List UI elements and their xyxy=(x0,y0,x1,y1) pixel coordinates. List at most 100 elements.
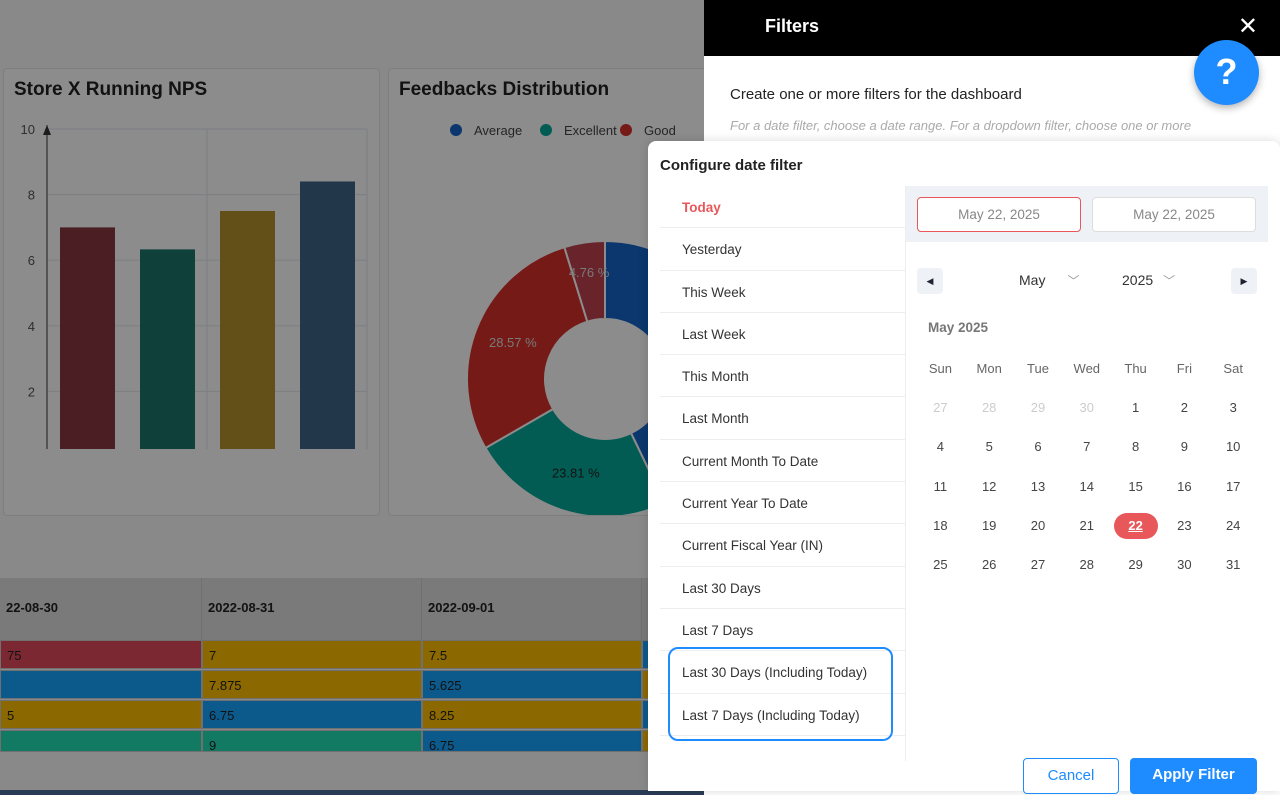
configure-date-filter-popup: Configure date filter Today Yesterday This… xyxy=(648,141,1280,791)
day-cell[interactable]: 26 xyxy=(981,556,997,572)
start-date-input[interactable]: May 22, 2025 xyxy=(917,197,1081,232)
legend-label: Good xyxy=(644,123,676,138)
table-cell: 6.75 xyxy=(422,730,642,753)
day-cell[interactable]: 30 xyxy=(1079,400,1095,416)
date-range-inputs: May 22, 2025 May 22, 2025 xyxy=(906,186,1268,242)
day-cell[interactable]: 12 xyxy=(981,478,997,494)
preset-option[interactable]: Last 30 Days (Including Today) xyxy=(660,651,905,694)
preset-option[interactable]: Last Week xyxy=(660,313,905,356)
end-date-input[interactable]: May 22, 2025 xyxy=(1092,197,1256,232)
month-value: May xyxy=(1019,272,1046,288)
weekday-label: Tue xyxy=(1027,361,1049,376)
donut-slice xyxy=(563,239,606,323)
column-header[interactable]: 2022-09-01 xyxy=(422,578,642,640)
popup-title: Configure date filter xyxy=(660,157,803,174)
preset-option[interactable]: This Week xyxy=(660,271,905,313)
day-cell[interactable]: 9 xyxy=(1180,439,1188,455)
modal-backdrop[interactable] xyxy=(0,0,704,795)
drawer-header: Filters ✕ xyxy=(704,0,1280,56)
y-tick-label: 4 xyxy=(28,319,35,334)
day-cell[interactable]: 31 xyxy=(1225,556,1241,572)
table-cell xyxy=(0,730,202,752)
day-cell[interactable]: 16 xyxy=(1177,478,1192,494)
day-cell[interactable]: 23 xyxy=(1177,517,1192,533)
drawer-subtitle: Create one or more filters for the dashb… xyxy=(730,86,1022,103)
preset-option[interactable]: Current Year To Date xyxy=(660,482,905,525)
year-select[interactable]: 2025 ﹀ xyxy=(1122,272,1175,289)
day-cell[interactable]: 29 xyxy=(1030,400,1046,416)
day-grid: Sun Mon Tue Wed Thu Fri Sat 27 28 29 30 1 2 3 4 5 6 7 8 9 10… xyxy=(916,356,1258,591)
day-cell[interactable]: 22 xyxy=(1111,512,1160,552)
day-cell[interactable]: 27 xyxy=(933,400,948,416)
drawer-title: Filters xyxy=(765,16,820,36)
day-cell[interactable]: 2 xyxy=(1180,400,1188,416)
day-cell[interactable]: 24 xyxy=(1225,517,1241,533)
day-cell[interactable]: 18 xyxy=(933,517,948,533)
legend-label: Excellent xyxy=(564,123,617,138)
apply-filter-button[interactable]: Apply Filter xyxy=(1130,758,1257,794)
preset-option[interactable]: Last 30 Days xyxy=(660,567,905,609)
slice-label: 28.57 % xyxy=(489,335,537,350)
preset-option[interactable]: Last 7 Days (Including Today) xyxy=(660,694,905,736)
day-cell[interactable]: 25 xyxy=(933,556,948,572)
day-cell[interactable]: 10 xyxy=(1225,439,1241,455)
y-tick-label: 8 xyxy=(28,188,35,203)
day-cell[interactable]: 4 xyxy=(936,439,945,455)
preset-option[interactable]: Last 7 Days xyxy=(660,609,905,652)
day-cell[interactable]: 11 xyxy=(933,478,948,494)
donut-slice xyxy=(466,245,589,450)
weekday-label: Thu xyxy=(1124,361,1147,376)
close-icon[interactable]: ✕ xyxy=(1237,13,1258,40)
day-cell[interactable]: 14 xyxy=(1079,478,1095,494)
day-cell[interactable]: 28 xyxy=(1079,556,1095,572)
cancel-button[interactable]: Cancel xyxy=(1023,758,1119,794)
preset-option[interactable]: This Month xyxy=(660,355,905,398)
bar xyxy=(140,249,195,449)
day-cell[interactable]: 30 xyxy=(1177,556,1192,572)
day-cell[interactable]: 20 xyxy=(1030,517,1046,533)
day-cell[interactable]: 6 xyxy=(1034,439,1042,455)
day-cell[interactable]: 19 xyxy=(981,517,997,533)
nps-card: Store X Running NPS 0246810Connaught Pla… xyxy=(3,68,380,516)
donut-slice xyxy=(484,407,667,515)
drawer-hint: For a date filter, choose a date range. … xyxy=(730,118,1192,133)
table-cell: 6.75 xyxy=(202,700,422,729)
divider xyxy=(905,186,906,761)
legend-label: Average xyxy=(474,123,522,138)
taskbar xyxy=(0,790,1280,795)
slice-label: 4.76 % xyxy=(569,265,610,280)
day-cell[interactable]: 15 xyxy=(1128,478,1143,494)
month-title: May 2025 xyxy=(928,320,989,335)
weekday-label: Wed xyxy=(1073,361,1101,376)
legend-marker xyxy=(540,124,552,136)
help-button[interactable]: ? xyxy=(1194,40,1259,105)
day-cell[interactable]: 1 xyxy=(1131,400,1140,416)
day-cell[interactable]: 7 xyxy=(1083,439,1091,455)
column-header[interactable]: 2022-08-31 xyxy=(202,578,422,640)
day-cell[interactable]: 13 xyxy=(1030,478,1046,494)
nps-title: Store X Running NPS xyxy=(14,79,208,100)
preset-option[interactable]: Current Fiscal Year (IN) xyxy=(660,524,905,567)
day-cell[interactable]: 27 xyxy=(1030,556,1046,572)
table-cell: 8.25 xyxy=(422,700,642,729)
bar xyxy=(60,227,115,449)
month-select[interactable]: May ﹀ xyxy=(1019,272,1079,289)
prev-month-button[interactable]: ◀ xyxy=(917,268,943,294)
preset-option[interactable]: Today xyxy=(660,186,905,229)
highlight-box xyxy=(668,647,893,741)
day-cell[interactable]: 3 xyxy=(1229,400,1237,416)
day-cell[interactable]: 29 xyxy=(1128,556,1143,572)
next-month-button[interactable]: ▶ xyxy=(1231,268,1257,294)
day-cell[interactable]: 28 xyxy=(981,400,997,416)
preset-option[interactable]: Yesterday xyxy=(660,228,905,271)
day-cell[interactable]: 8 xyxy=(1131,439,1140,455)
preset-option[interactable]: Current Month To Date xyxy=(660,440,905,483)
y-tick-label: 2 xyxy=(28,384,35,399)
preset-option[interactable]: Last Month xyxy=(660,397,905,440)
column-header[interactable]: 22-08-30 xyxy=(0,578,202,640)
legend-marker xyxy=(450,124,462,136)
day-cell[interactable]: 5 xyxy=(985,439,993,455)
day-cell[interactable]: 21 xyxy=(1079,517,1095,533)
nps-bar-chart: 0246810Connaught PlaceMain Road xyxy=(21,122,368,449)
day-cell[interactable]: 17 xyxy=(1225,478,1241,494)
